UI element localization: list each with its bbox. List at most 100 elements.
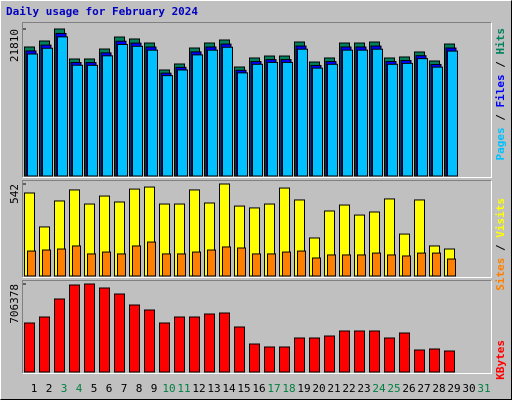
x-tick-label: 1 bbox=[31, 382, 38, 395]
bar bbox=[252, 253, 261, 277]
bar bbox=[87, 253, 96, 277]
bar bbox=[282, 251, 291, 277]
x-tick-label: 18 bbox=[282, 382, 295, 395]
panel-bevel bbox=[22, 22, 492, 178]
bar bbox=[402, 62, 413, 177]
x-tick-label: 22 bbox=[342, 382, 355, 395]
legend-entry: Files bbox=[494, 74, 507, 107]
x-tick-label: 7 bbox=[121, 382, 128, 395]
legend: KBytes bbox=[494, 340, 507, 380]
bar bbox=[222, 46, 233, 177]
x-tick-label: 19 bbox=[297, 382, 310, 395]
bar bbox=[54, 298, 65, 373]
bar bbox=[312, 257, 321, 277]
legend-entry: Visits bbox=[494, 198, 507, 238]
bar bbox=[414, 349, 425, 373]
legend-entry: Hits bbox=[494, 28, 507, 55]
bar bbox=[312, 67, 323, 177]
bar bbox=[387, 254, 396, 277]
bar bbox=[189, 316, 200, 373]
x-tick-label: 13 bbox=[207, 382, 220, 395]
x-tick-label: 28 bbox=[432, 382, 445, 395]
bar bbox=[402, 255, 411, 277]
x-tick-label: 9 bbox=[151, 382, 158, 395]
bar bbox=[102, 55, 113, 177]
x-tick-label: 5 bbox=[91, 382, 98, 395]
x-tick-label: 20 bbox=[312, 382, 325, 395]
bar bbox=[207, 249, 216, 277]
bar bbox=[132, 45, 143, 177]
bar bbox=[342, 49, 353, 177]
legend: Sites / Visits bbox=[494, 198, 507, 291]
bar bbox=[237, 72, 248, 177]
bar bbox=[39, 316, 50, 373]
bar bbox=[72, 245, 81, 277]
x-tick-label: 3 bbox=[61, 382, 68, 395]
bar bbox=[219, 312, 230, 373]
bar bbox=[387, 63, 398, 177]
bar bbox=[372, 252, 381, 277]
legend-separator: / bbox=[494, 108, 507, 128]
bar bbox=[327, 254, 336, 277]
bar bbox=[117, 253, 126, 277]
x-tick-label: 14 bbox=[222, 382, 236, 395]
bar bbox=[429, 348, 440, 373]
bar bbox=[372, 48, 383, 177]
bar bbox=[27, 250, 36, 277]
y-tick-label: 21810 bbox=[8, 29, 21, 62]
x-tick-label: 21 bbox=[327, 382, 340, 395]
bar bbox=[432, 252, 441, 277]
bar bbox=[177, 253, 186, 277]
panel-bevel bbox=[22, 180, 492, 278]
bar bbox=[24, 322, 35, 373]
panel-bevel bbox=[22, 280, 492, 374]
bar bbox=[279, 346, 290, 373]
bar bbox=[327, 63, 338, 177]
bar bbox=[252, 63, 263, 177]
bar bbox=[297, 48, 308, 177]
bar bbox=[369, 330, 380, 373]
bar bbox=[162, 253, 171, 277]
x-tick-label: 4 bbox=[76, 382, 83, 395]
chart-title: Daily usage for February 2024 bbox=[6, 5, 198, 18]
bar bbox=[132, 245, 141, 277]
bar bbox=[129, 304, 140, 373]
bar bbox=[192, 54, 203, 177]
bar bbox=[87, 64, 98, 177]
legend-entry: Sites bbox=[494, 258, 507, 291]
bar bbox=[147, 241, 156, 277]
x-tick-label: 31 bbox=[477, 382, 490, 395]
bar bbox=[417, 252, 426, 277]
x-tick-label: 24 bbox=[372, 382, 386, 395]
x-tick-label: 26 bbox=[402, 382, 415, 395]
bar bbox=[447, 258, 456, 277]
legend-entry: KBytes bbox=[494, 340, 507, 380]
bar bbox=[399, 332, 410, 373]
bar bbox=[264, 346, 275, 373]
bar bbox=[342, 254, 351, 277]
bar bbox=[57, 36, 68, 177]
bar bbox=[267, 253, 276, 277]
x-tick-label: 12 bbox=[192, 382, 205, 395]
bar bbox=[282, 61, 293, 177]
legend: Pages / Files / Hits bbox=[494, 28, 507, 161]
bar bbox=[144, 309, 155, 373]
x-tick-label: 23 bbox=[357, 382, 370, 395]
bar bbox=[204, 313, 215, 373]
x-tick-label: 25 bbox=[387, 382, 400, 395]
bar bbox=[72, 64, 83, 177]
bar bbox=[42, 47, 53, 177]
x-tick-label: 29 bbox=[447, 382, 460, 395]
bar bbox=[357, 254, 366, 277]
bar bbox=[27, 53, 38, 177]
bar bbox=[249, 343, 260, 373]
x-tick-label: 10 bbox=[162, 382, 175, 395]
bar bbox=[159, 322, 170, 373]
x-tick-label: 30 bbox=[462, 382, 475, 395]
bar bbox=[354, 330, 365, 373]
bar bbox=[432, 66, 443, 177]
x-tick-label: 17 bbox=[267, 382, 280, 395]
panel-bevel bbox=[22, 280, 492, 374]
